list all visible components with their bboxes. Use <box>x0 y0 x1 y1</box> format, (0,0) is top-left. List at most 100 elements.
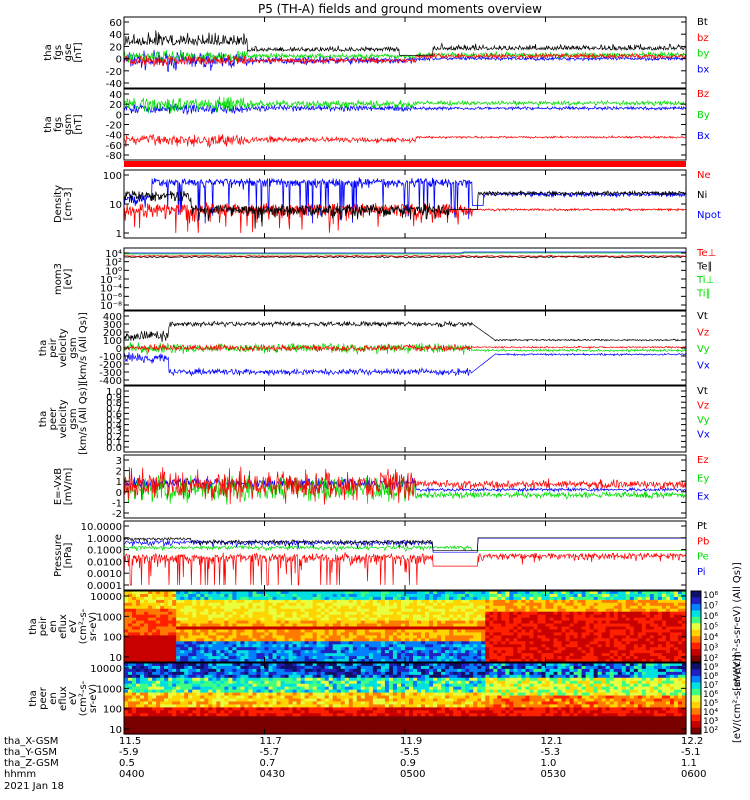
spectrogram-cell <box>665 638 671 642</box>
spectrogram-cell <box>252 599 258 604</box>
spectrogram-cell <box>577 614 583 619</box>
spectrogram-cell <box>288 596 294 601</box>
spectrogram-cell <box>144 638 149 642</box>
spectrogram-cell <box>637 647 643 651</box>
spectrogram-cell <box>220 677 225 682</box>
spectrogram-cell <box>156 704 161 708</box>
spectrogram-cell <box>160 692 165 697</box>
spectrogram-cell <box>216 614 221 619</box>
spectrogram-cell <box>649 650 655 654</box>
spectrogram-cell <box>136 656 141 660</box>
spectrogram-cell <box>593 599 599 604</box>
spectrogram-cell <box>132 698 137 703</box>
spectrogram-cell <box>212 596 217 601</box>
spectrogram-cell <box>264 713 270 717</box>
spectrogram-cell <box>216 665 221 670</box>
spectrogram-cell <box>200 698 205 703</box>
spectrogram-cell <box>232 647 237 651</box>
spectrogram-cell <box>260 663 266 667</box>
spectrogram-cell <box>481 626 486 631</box>
spectrogram-cell <box>673 599 679 604</box>
spectrogram-cell <box>200 686 205 691</box>
spectrogram-cell <box>172 644 177 648</box>
spectrogram-cell <box>184 591 189 595</box>
spectrogram-cell <box>220 623 225 628</box>
spectrogram-cell <box>312 707 318 711</box>
spectrogram-cell <box>128 725 133 729</box>
spectrogram-cell <box>400 641 406 645</box>
spectrogram-cell <box>164 617 169 622</box>
spectrogram-cell <box>152 680 157 685</box>
spectrogram-cell <box>288 608 294 613</box>
spectrogram-cell <box>164 596 169 601</box>
spectrogram-cell <box>272 596 278 601</box>
spectrogram-cell <box>248 725 254 729</box>
y-axis-label-line: [km/s (All Qs)] <box>78 312 89 384</box>
spectrogram-cell <box>320 663 326 667</box>
spectrogram-cell <box>489 611 494 616</box>
spectrogram-cell <box>144 596 149 601</box>
spectrogram-cell <box>625 593 631 598</box>
spectrogram-cell <box>200 722 205 726</box>
spectrogram-cell <box>320 698 326 703</box>
spectrogram-cell <box>220 695 225 700</box>
spectrogram-cell <box>284 629 290 634</box>
spectrogram-cell <box>284 701 290 706</box>
spectrogram-cell <box>224 701 229 706</box>
spectrogram-cell <box>300 692 306 697</box>
spectrogram-cell <box>292 722 298 726</box>
y-tick-label: -20 <box>106 67 122 78</box>
spectrogram-cell <box>284 719 290 723</box>
spectrogram-cell <box>324 653 330 657</box>
colorbar-segment <box>691 636 701 644</box>
spectrogram-cell <box>517 591 523 595</box>
spectrogram-cell <box>268 611 274 616</box>
spectrogram-cell <box>665 635 671 639</box>
spectrogram-cell <box>268 677 274 682</box>
spectrogram-cell <box>593 602 599 607</box>
spectrogram-cell <box>156 659 161 663</box>
spectrogram-cell <box>541 608 547 613</box>
spectrogram-cell <box>505 608 510 613</box>
spectrogram-cell <box>272 611 278 616</box>
spectrogram-cell <box>392 614 398 619</box>
y-tick-label: 0.6 <box>106 409 122 420</box>
spectrogram-cell <box>244 663 250 667</box>
spectrogram-cell <box>224 599 229 604</box>
spectrogram-cell <box>669 632 675 636</box>
spectrogram-cell <box>216 704 221 708</box>
spectrogram-cell <box>405 608 410 613</box>
spectrogram-cell <box>340 629 346 634</box>
y-axis-label: thafgsgse[nT] <box>43 42 84 62</box>
spectrogram-cell <box>328 638 334 642</box>
spectrogram-cell <box>328 644 334 648</box>
spectrogram-cell <box>372 629 378 634</box>
spectrogram-cell <box>328 728 334 732</box>
spectrogram-cell <box>220 665 225 670</box>
spectrogram-cell <box>645 596 651 601</box>
spectrogram-cell <box>649 638 655 642</box>
spectrogram-cell <box>212 653 217 657</box>
spectrogram-cell <box>445 596 450 601</box>
spectrogram-cell <box>669 617 675 622</box>
spectrogram-cell <box>228 689 233 694</box>
spectrogram-cell <box>296 677 302 682</box>
spectrogram-cell <box>429 656 434 660</box>
spectrogram-cell <box>356 620 362 625</box>
spectrogram-cell <box>417 620 422 625</box>
spectrogram-cell <box>569 620 575 625</box>
spectrogram-cell <box>465 653 470 657</box>
spectrogram-cell <box>172 713 177 717</box>
spectrogram-cell <box>509 632 514 636</box>
spectrogram-cell <box>224 608 229 613</box>
y-axis-label-line: tha <box>43 44 54 60</box>
spectrogram-cell <box>581 623 587 628</box>
spectrogram-cell <box>525 614 531 619</box>
spectrogram-cell <box>429 623 434 628</box>
spectrogram-cell <box>188 680 193 685</box>
spectrogram-cell <box>332 656 338 660</box>
spectrogram-cell <box>473 656 478 660</box>
spectrogram-cell <box>204 641 209 645</box>
spectrogram-cell <box>372 656 378 660</box>
spectrogram-cell <box>276 677 282 682</box>
